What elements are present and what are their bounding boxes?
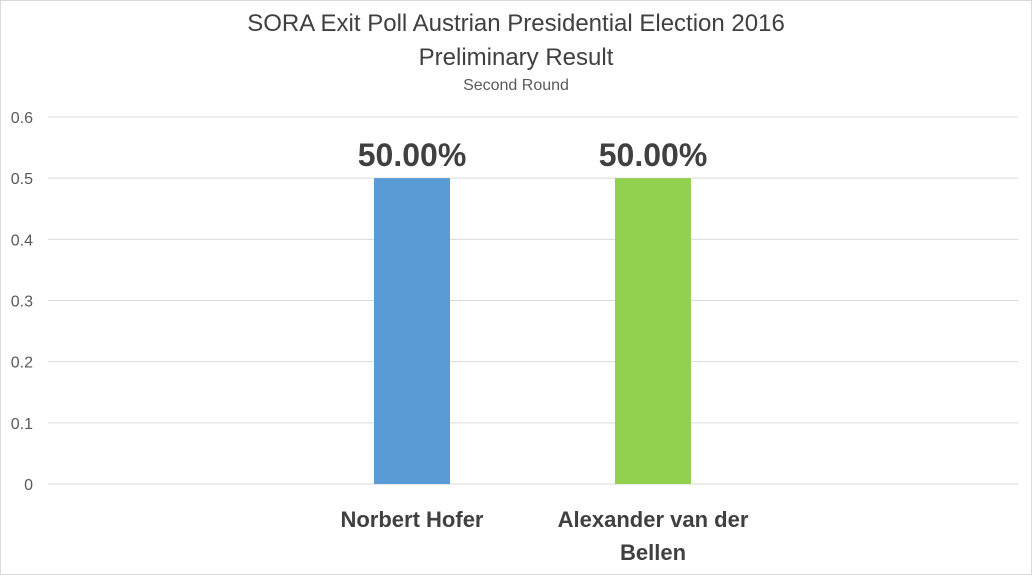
chart-title-line2: Preliminary Result [418,44,614,71]
y-tick-label: 0.3 [11,294,33,311]
y-tick-label: 0.2 [11,355,33,372]
gridlines [48,116,1018,485]
data-labels: 50.00% 50.00% [358,137,708,173]
data-label-1: 50.00% [358,137,467,173]
data-label-2: 50.00% [599,137,708,173]
bars [374,178,691,484]
y-tick-label: 0 [24,477,33,494]
bar-2 [615,178,691,484]
chart-subtitle: Second Round [463,77,569,94]
x-axis: Norbert Hofer Alexander van der Bellen [340,507,748,565]
y-axis: 0 0.1 0.2 0.3 0.4 0.5 0.6 [11,110,33,494]
category-label: Alexander van der [558,507,749,532]
chart-title: SORA Exit Poll Austrian Presidential Ele… [247,10,785,37]
bar-1 [374,178,450,484]
y-tick-label: 0.6 [11,110,33,127]
y-tick-label: 0.5 [11,171,33,188]
category-label: Norbert Hofer [340,507,483,532]
category-label: Bellen [620,540,686,565]
y-tick-label: 0.1 [11,416,33,433]
y-tick-label: 0.4 [11,232,33,249]
